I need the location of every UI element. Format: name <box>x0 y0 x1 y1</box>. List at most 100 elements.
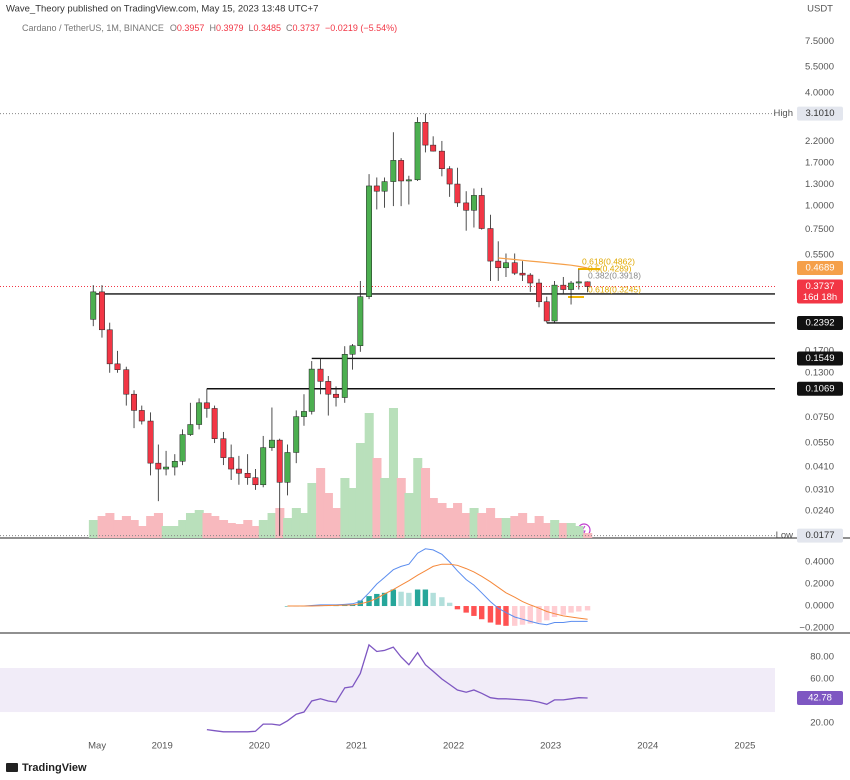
y-tick-label: 0.1700 <box>805 345 834 356</box>
ohlc-value: 0.3979 <box>216 23 244 33</box>
candle-body <box>503 262 509 269</box>
candle-body <box>405 179 412 182</box>
candle-body <box>211 408 218 439</box>
x-tick-label: 2021 <box>346 741 367 752</box>
volume-bar <box>550 520 560 538</box>
macd-histogram-bar <box>544 606 550 621</box>
volume-bar <box>453 503 463 538</box>
macd-histogram-bar <box>471 606 477 616</box>
ema-price: 0.4689 <box>805 262 834 273</box>
x-tick-label: 2023 <box>540 741 561 752</box>
volume-bar <box>202 513 212 538</box>
candle-body <box>228 457 235 470</box>
volume-bar <box>267 513 277 538</box>
brand: TradingView <box>22 762 87 774</box>
y-tick-label: 0.0310 <box>805 484 834 495</box>
ohlc-label: L <box>248 23 253 33</box>
macd-histogram-bar <box>512 606 518 626</box>
candle-body <box>171 461 178 468</box>
y-tick-label: 0.7500 <box>805 224 834 235</box>
volume-bar <box>518 513 528 538</box>
level-price: 0.2392 <box>805 317 834 328</box>
volume-bar <box>105 513 115 538</box>
fib-label: 0.5(0.4289) <box>588 263 632 273</box>
volume-bar <box>226 523 236 538</box>
candle-body <box>511 262 518 274</box>
volume-bar <box>380 478 390 538</box>
low-price-box <box>797 528 843 543</box>
volume-bar <box>299 513 309 538</box>
macd-histogram-bar <box>349 604 356 607</box>
candle-body <box>430 144 437 152</box>
volume-bar <box>129 520 139 538</box>
publisher: Wave_Theory published on TradingView.com… <box>6 4 318 15</box>
candle-body <box>147 420 154 464</box>
volume-bar <box>510 516 520 538</box>
candle-body <box>398 160 405 182</box>
candle-body <box>260 447 267 486</box>
y-tick-label: 7.5000 <box>805 36 834 47</box>
y-tick-label: 20.00 <box>810 718 834 729</box>
volume-bar <box>146 516 156 538</box>
volume-bar <box>331 508 341 538</box>
volume-bar <box>413 458 423 538</box>
macd-histogram-bar <box>527 606 533 624</box>
y-tick-label: −0.2000 <box>799 623 834 634</box>
y-tick-label: 80.00 <box>810 652 834 663</box>
volume-bar <box>170 526 180 538</box>
macd-histogram-bar <box>381 592 388 607</box>
macd-histogram-bar <box>584 606 591 611</box>
y-tick-label: 4.0000 <box>805 87 834 98</box>
volume-bar <box>534 516 544 538</box>
candle-body <box>543 301 550 322</box>
volume-bar <box>404 493 414 538</box>
volume-bar <box>486 508 496 538</box>
candle-body <box>575 281 582 284</box>
macd-histogram-bar <box>446 602 453 607</box>
candle-body <box>373 185 380 192</box>
volume-bar <box>251 526 261 538</box>
y-tick-label: 0.4000 <box>805 557 834 568</box>
candle-body <box>519 272 526 276</box>
volume-bar <box>316 468 326 538</box>
macd-histogram-bar <box>560 606 566 615</box>
macd-histogram-bar <box>495 606 501 625</box>
x-tick-label: 2019 <box>152 741 173 752</box>
candle-body <box>284 452 291 483</box>
candle-body <box>244 472 251 478</box>
volume-bar <box>428 498 438 538</box>
volume-bar <box>477 513 487 538</box>
volume-bar <box>566 523 576 538</box>
macd-histogram-bar <box>454 606 461 610</box>
low-label: Low <box>776 530 794 541</box>
y-tick-label: 5.5000 <box>805 61 834 72</box>
volume-bar <box>340 478 350 538</box>
volume-bar <box>364 413 374 538</box>
candle-body <box>422 122 429 146</box>
y-tick-label: 1.0000 <box>805 201 834 212</box>
signal-line <box>287 563 588 620</box>
ema-price-box <box>797 260 843 275</box>
volume-bar <box>372 458 382 538</box>
macd-histogram-bar <box>479 606 485 620</box>
volume-bar <box>348 488 358 538</box>
volume-bar <box>421 468 431 538</box>
volume-bar <box>583 533 593 538</box>
x-tick-label: 2020 <box>249 741 270 752</box>
volume-bar <box>178 520 188 538</box>
low-price: 0.0177 <box>805 530 834 541</box>
candle-body <box>301 411 307 417</box>
candle-body <box>568 282 575 290</box>
candle-body <box>325 381 332 395</box>
macd-line <box>287 548 588 626</box>
y-tick-label: 60.00 <box>810 674 834 685</box>
candle-body <box>90 291 97 320</box>
candle-body <box>163 466 170 470</box>
ema-line <box>498 257 588 269</box>
macd-histogram-bar <box>390 589 397 607</box>
candle-body <box>114 363 121 370</box>
y-tick-label: 1.7000 <box>805 157 834 168</box>
brand-logo <box>6 763 18 772</box>
fib-label: 0.618(0.3245) <box>588 284 641 294</box>
